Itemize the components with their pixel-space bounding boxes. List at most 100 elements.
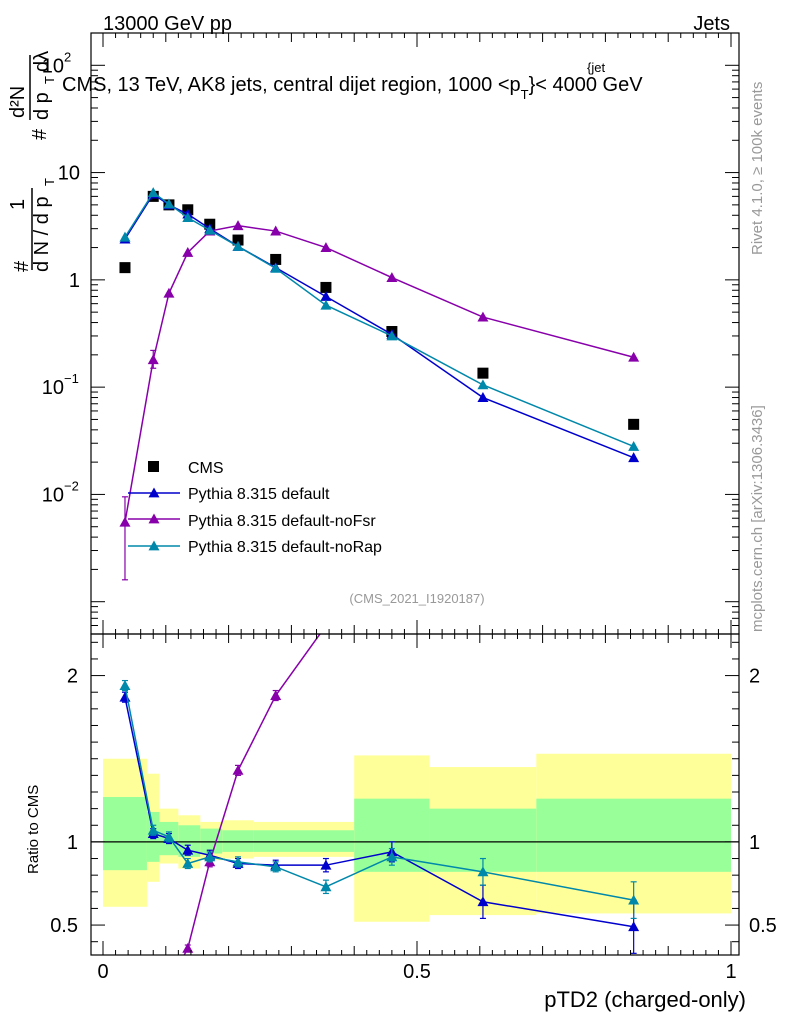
plot-title: CMS, 13 TeV, AK8 jets, central dijet reg… [62, 74, 643, 102]
legend-label-cms: CMS [188, 460, 224, 477]
y-main-tick-label-0: 10 [42, 484, 64, 506]
noFsr-ratio-point-5 [232, 764, 244, 775]
legend-label-nofsr: Pythia 8.315 default-noFsr [188, 513, 376, 530]
noRap-point-7 [320, 299, 332, 310]
noRap-ratio-point-4 [204, 851, 216, 862]
y-ratio-tick-label-1: 1 [67, 832, 78, 854]
noRap-point-10 [628, 440, 640, 451]
rivet-label: Rivet 4.1.0, ≥ 100k events [749, 82, 766, 255]
ylabel-d2n: d²N [7, 86, 29, 118]
noRap-ratio-point-5 [232, 856, 244, 867]
mcplots-label: mcplots.cern.ch [arXiv:1306.3436] [749, 405, 766, 632]
noFsr-ratio-point-2 [163, 978, 174, 988]
plot-title-sup: {jet [587, 60, 605, 75]
x-axis-label: pTD2 (charged-only) [544, 987, 746, 1012]
main-ylabel: # 1 d N / d p T # d p T d²N dλ [7, 51, 57, 272]
cms-point-9 [477, 367, 489, 379]
band-inner-0 [103, 796, 147, 871]
default-point-7 [320, 290, 332, 301]
legend-marker-cms [148, 461, 159, 472]
noFsr-ratio-point-7 [320, 620, 331, 630]
noRap-point-9 [477, 379, 489, 390]
ratio-frame [90, 633, 740, 956]
noRap-ratio-point-10 [628, 894, 640, 905]
ylabel-hash-2: # [29, 128, 51, 140]
noFsr-point-10 [628, 351, 640, 362]
plot-title-end: }< 4000 GeV [529, 74, 644, 96]
ratio-ylabel: Ratio to CMS [25, 785, 42, 874]
y-main-tick-exp-1: −1 [64, 371, 79, 386]
ylabel-dlambda: dλ [31, 51, 53, 72]
noRap-point-5 [232, 240, 244, 251]
band-inner-4 [200, 828, 223, 854]
x-tick-label-2: 1 [725, 961, 736, 983]
default-ratio-point-0 [119, 691, 131, 702]
cms-point-0 [119, 262, 131, 274]
header-right: Jets [693, 13, 730, 35]
default-point-9 [477, 392, 489, 402]
ylabel-dn: d N / d p [31, 196, 53, 272]
noRap-ratio-point-1 [147, 824, 159, 835]
y-ratio-tick-label-right-0: 0.5 [749, 915, 777, 937]
band-inner-3 [178, 825, 201, 857]
ylabel-one: 1 [7, 199, 29, 210]
noFsr-point-8 [386, 272, 398, 282]
y-ratio-tick-label-0: 0.5 [50, 915, 78, 937]
noRap-point-8 [386, 330, 398, 341]
noRap-ratio-point-3 [182, 858, 194, 868]
ratio-plot [119, 304, 640, 1012]
noRap-ratio-point-8 [386, 851, 398, 862]
legend-marker-noRap [148, 540, 160, 551]
y-main-tick-label-2: 1 [69, 270, 80, 292]
ylabel-dn-sub: T [42, 178, 57, 186]
default-ratio-point-7 [320, 859, 332, 870]
cms-point-7 [320, 281, 332, 293]
noRap-point-3 [182, 212, 194, 223]
band-inner-6 [253, 830, 355, 852]
legend-marker-noFsr [148, 513, 160, 524]
noFsr-point-9 [477, 311, 489, 322]
noRap-ratio-point-7 [320, 881, 332, 892]
noFsr-ratio-point-6 [270, 690, 282, 700]
noFsr-ratio-point-9 [477, 454, 488, 464]
noFsr-point-5 [232, 220, 244, 231]
ylabel-hash-1: # [11, 260, 33, 272]
default-ratio-point-3 [182, 844, 194, 855]
noRap-point-4 [204, 224, 216, 235]
y-main-tick-exp-0: −2 [64, 478, 79, 493]
analysis-id: (CMS_2021_I1920187) [349, 591, 484, 606]
ratio-bands [91, 753, 739, 922]
plot-title-main: CMS, 13 TeV, AK8 jets, central dijet reg… [62, 74, 521, 96]
noFsr-point-2 [163, 287, 175, 298]
noRap-line [124, 191, 634, 448]
noRap-point-0 [119, 231, 131, 242]
noRap-ratio-point-9 [477, 866, 489, 877]
cms-point-6 [270, 253, 282, 265]
ratio-series [119, 304, 640, 1012]
noRap-ratio-point-0 [119, 680, 131, 690]
y-ratio-tick-label-2: 2 [67, 666, 78, 688]
y-main-tick-exp-4: 2 [64, 49, 71, 64]
main-series [119, 187, 640, 581]
default-line [124, 193, 634, 459]
noFsr-ratio-point-0 [119, 1002, 130, 1012]
noRap-point-6 [270, 262, 282, 273]
cms-point-10 [628, 418, 640, 430]
ylabel-dpt-sub: T [42, 76, 57, 84]
noFsr-point-3 [182, 246, 194, 257]
legend-marker-default [148, 487, 160, 498]
y-ratio-tick-label-right-1: 1 [749, 832, 760, 854]
ylabel-dpt: d p [31, 92, 53, 120]
noRap-point-2 [163, 198, 175, 209]
legend-label-norap: Pythia 8.315 default-noRap [188, 539, 382, 556]
noRap-point-1 [147, 187, 159, 198]
plot-title-sub: T [521, 87, 529, 102]
band-inner-5 [222, 830, 254, 852]
x-tick-label-0: 0 [97, 961, 108, 983]
legend-label-default: Pythia 8.315 default [188, 486, 330, 503]
noFsr-ratio-point-8 [386, 470, 397, 480]
noFsr-point-7 [320, 242, 332, 252]
noFsr-ratio-point-10 [628, 304, 639, 314]
